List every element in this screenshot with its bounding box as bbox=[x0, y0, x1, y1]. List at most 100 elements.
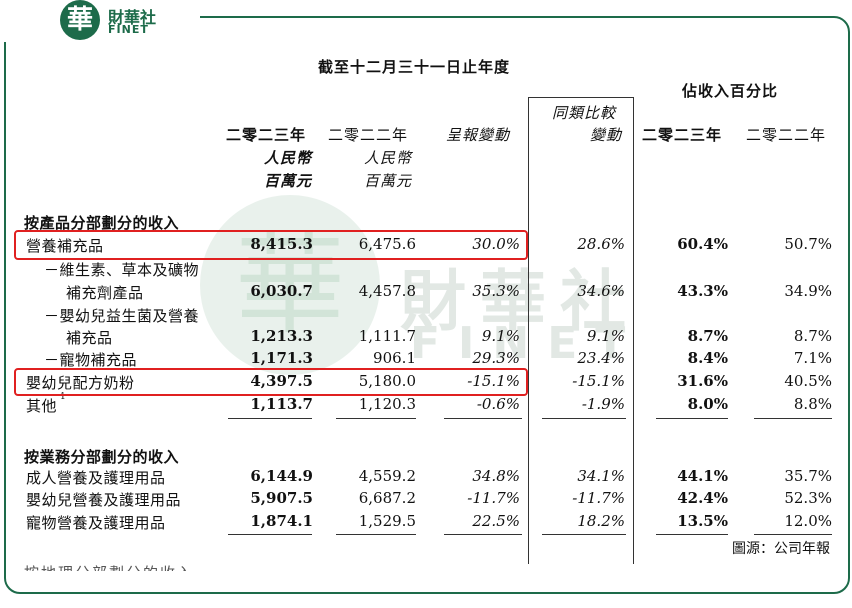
reported-change-header: 呈報變動 bbox=[446, 126, 511, 144]
row-label: －寵物補充品 bbox=[44, 351, 138, 369]
like-for-like-change: 28.6% bbox=[577, 235, 625, 253]
pct-2022-header: 二零二二年 bbox=[746, 126, 827, 144]
value-2023: 1,213.3 bbox=[250, 327, 313, 345]
total-line bbox=[754, 534, 832, 535]
source-note: 圖源：公司年報 bbox=[732, 541, 830, 557]
value-2023: 8,415.3 bbox=[250, 235, 313, 253]
reported-change: -15.1% bbox=[467, 372, 520, 390]
value-2022: 5,180.0 bbox=[358, 372, 416, 390]
reported-change: 22.5% bbox=[472, 512, 520, 530]
section-product-title: 按產品分部劃分的收入 bbox=[24, 214, 180, 232]
row-label: 營養補充品 bbox=[26, 237, 104, 255]
row-label: 其他 bbox=[26, 397, 58, 415]
like-for-like-header-2: 變動 bbox=[590, 126, 623, 144]
reported-change: 30.0% bbox=[472, 235, 520, 253]
value-2023: 4,397.5 bbox=[250, 372, 313, 390]
value-2022: 1,529.5 bbox=[358, 512, 416, 530]
highlight-nutrition-supplements bbox=[14, 230, 528, 260]
like-for-like-change: 23.4% bbox=[577, 349, 625, 367]
like-for-like-change: 34.6% bbox=[577, 282, 625, 300]
reported-change: 9.1% bbox=[481, 327, 520, 345]
row-label: 成人營養及護理用品 bbox=[26, 469, 166, 487]
value-2023: 1,874.1 bbox=[250, 512, 313, 530]
value-2023: 5,907.5 bbox=[250, 489, 313, 507]
logo-name-en: FINET bbox=[108, 23, 149, 36]
col-2022-unit-rmb: 人民幣 bbox=[364, 149, 413, 167]
total-line bbox=[754, 418, 832, 419]
row-label-line2: 補充劑產品 bbox=[66, 284, 144, 302]
document-frame bbox=[4, 16, 850, 594]
like-for-like-change: 18.2% bbox=[577, 512, 625, 530]
watermark-name-en: FINET bbox=[410, 318, 644, 369]
logo-background bbox=[0, 0, 200, 42]
pct-2023: 31.6% bbox=[677, 372, 728, 390]
pct-2022: 7.1% bbox=[793, 349, 832, 367]
value-2023: 1,113.7 bbox=[250, 395, 313, 413]
like-for-like-column-box bbox=[528, 97, 634, 564]
section-business-title: 按業務分部劃分的收入 bbox=[24, 448, 180, 466]
total-line bbox=[542, 534, 626, 535]
pct-2023: 8.7% bbox=[687, 327, 728, 345]
col-2022-header: 二零二二年 bbox=[328, 126, 409, 144]
like-for-like-header-1: 同類比較 bbox=[552, 104, 617, 122]
pct-2023-header: 二零二三年 bbox=[642, 126, 723, 144]
like-for-like-change: -1.9% bbox=[581, 395, 625, 413]
total-line bbox=[444, 534, 522, 535]
pct-group-header: 佔收入百分比 bbox=[682, 82, 779, 100]
footnote-marker: 1 bbox=[60, 392, 66, 402]
value-2022: 1,111.7 bbox=[358, 327, 416, 345]
pct-2023: 43.3% bbox=[677, 282, 728, 300]
reported-change: 29.3% bbox=[472, 349, 520, 367]
total-line bbox=[336, 418, 416, 419]
total-line bbox=[542, 418, 626, 419]
col-2022-unit-million: 百萬元 bbox=[364, 172, 413, 190]
pct-2023: 8.0% bbox=[687, 395, 728, 413]
like-for-like-change: 9.1% bbox=[586, 327, 625, 345]
pct-2022: 8.7% bbox=[793, 327, 832, 345]
value-2023: 6,144.9 bbox=[250, 467, 313, 485]
pct-2022: 35.7% bbox=[784, 467, 832, 485]
value-2022: 906.1 bbox=[373, 349, 416, 367]
col-2023-header: 二零二三年 bbox=[226, 126, 307, 144]
row-label: －嬰幼兒益生菌及營養 bbox=[44, 307, 200, 325]
pct-2022: 52.3% bbox=[784, 489, 832, 507]
reported-change: -11.7% bbox=[467, 489, 520, 507]
value-2022: 6,475.6 bbox=[358, 235, 416, 253]
row-label: －維生素、草本及礦物 bbox=[44, 261, 200, 279]
total-line bbox=[656, 534, 728, 535]
like-for-like-change: -11.7% bbox=[572, 489, 625, 507]
reported-change: 34.8% bbox=[472, 467, 520, 485]
pct-2022: 8.8% bbox=[793, 395, 832, 413]
pct-2022: 50.7% bbox=[784, 235, 832, 253]
watermark-name-cn: 財華社 bbox=[400, 263, 640, 340]
highlight-infant-formula bbox=[14, 368, 528, 396]
pct-2022: 12.0% bbox=[784, 512, 832, 530]
row-label: 嬰幼兒配方奶粉 bbox=[26, 374, 135, 392]
value-2022: 4,457.8 bbox=[358, 282, 416, 300]
logo-name-cn: 財華社 bbox=[108, 8, 157, 27]
pct-2022: 34.9% bbox=[784, 282, 832, 300]
like-for-like-change: -15.1% bbox=[572, 372, 625, 390]
pct-2023: 44.1% bbox=[677, 467, 728, 485]
value-2023: 1,171.3 bbox=[250, 349, 313, 367]
pct-2023: 8.4% bbox=[687, 349, 728, 367]
like-for-like-change: 34.1% bbox=[577, 467, 625, 485]
cut-off-section-title: 按地理分部劃分的收入 bbox=[24, 562, 194, 571]
total-line bbox=[228, 534, 312, 535]
total-line bbox=[228, 418, 312, 419]
reported-change: 35.3% bbox=[472, 282, 520, 300]
row-label: 嬰幼兒營養及護理用品 bbox=[26, 491, 182, 509]
pct-2023: 42.4% bbox=[677, 489, 728, 507]
pct-2023: 60.4% bbox=[677, 235, 728, 253]
period-header: 截至十二月三十一日止年度 bbox=[318, 58, 511, 76]
pct-2023: 13.5% bbox=[677, 512, 728, 530]
value-2022: 4,559.2 bbox=[358, 467, 416, 485]
pct-2022: 40.5% bbox=[784, 372, 832, 390]
value-2023: 6,030.7 bbox=[250, 282, 313, 300]
finet-logo-icon: 華 bbox=[60, 0, 100, 40]
value-2022: 1,120.3 bbox=[358, 395, 416, 413]
col-2023-unit-rmb: 人民幣 bbox=[264, 149, 313, 167]
watermark-badge-icon: 華 bbox=[200, 195, 380, 375]
row-label-line2: 補充品 bbox=[66, 329, 113, 347]
total-line bbox=[656, 418, 728, 419]
